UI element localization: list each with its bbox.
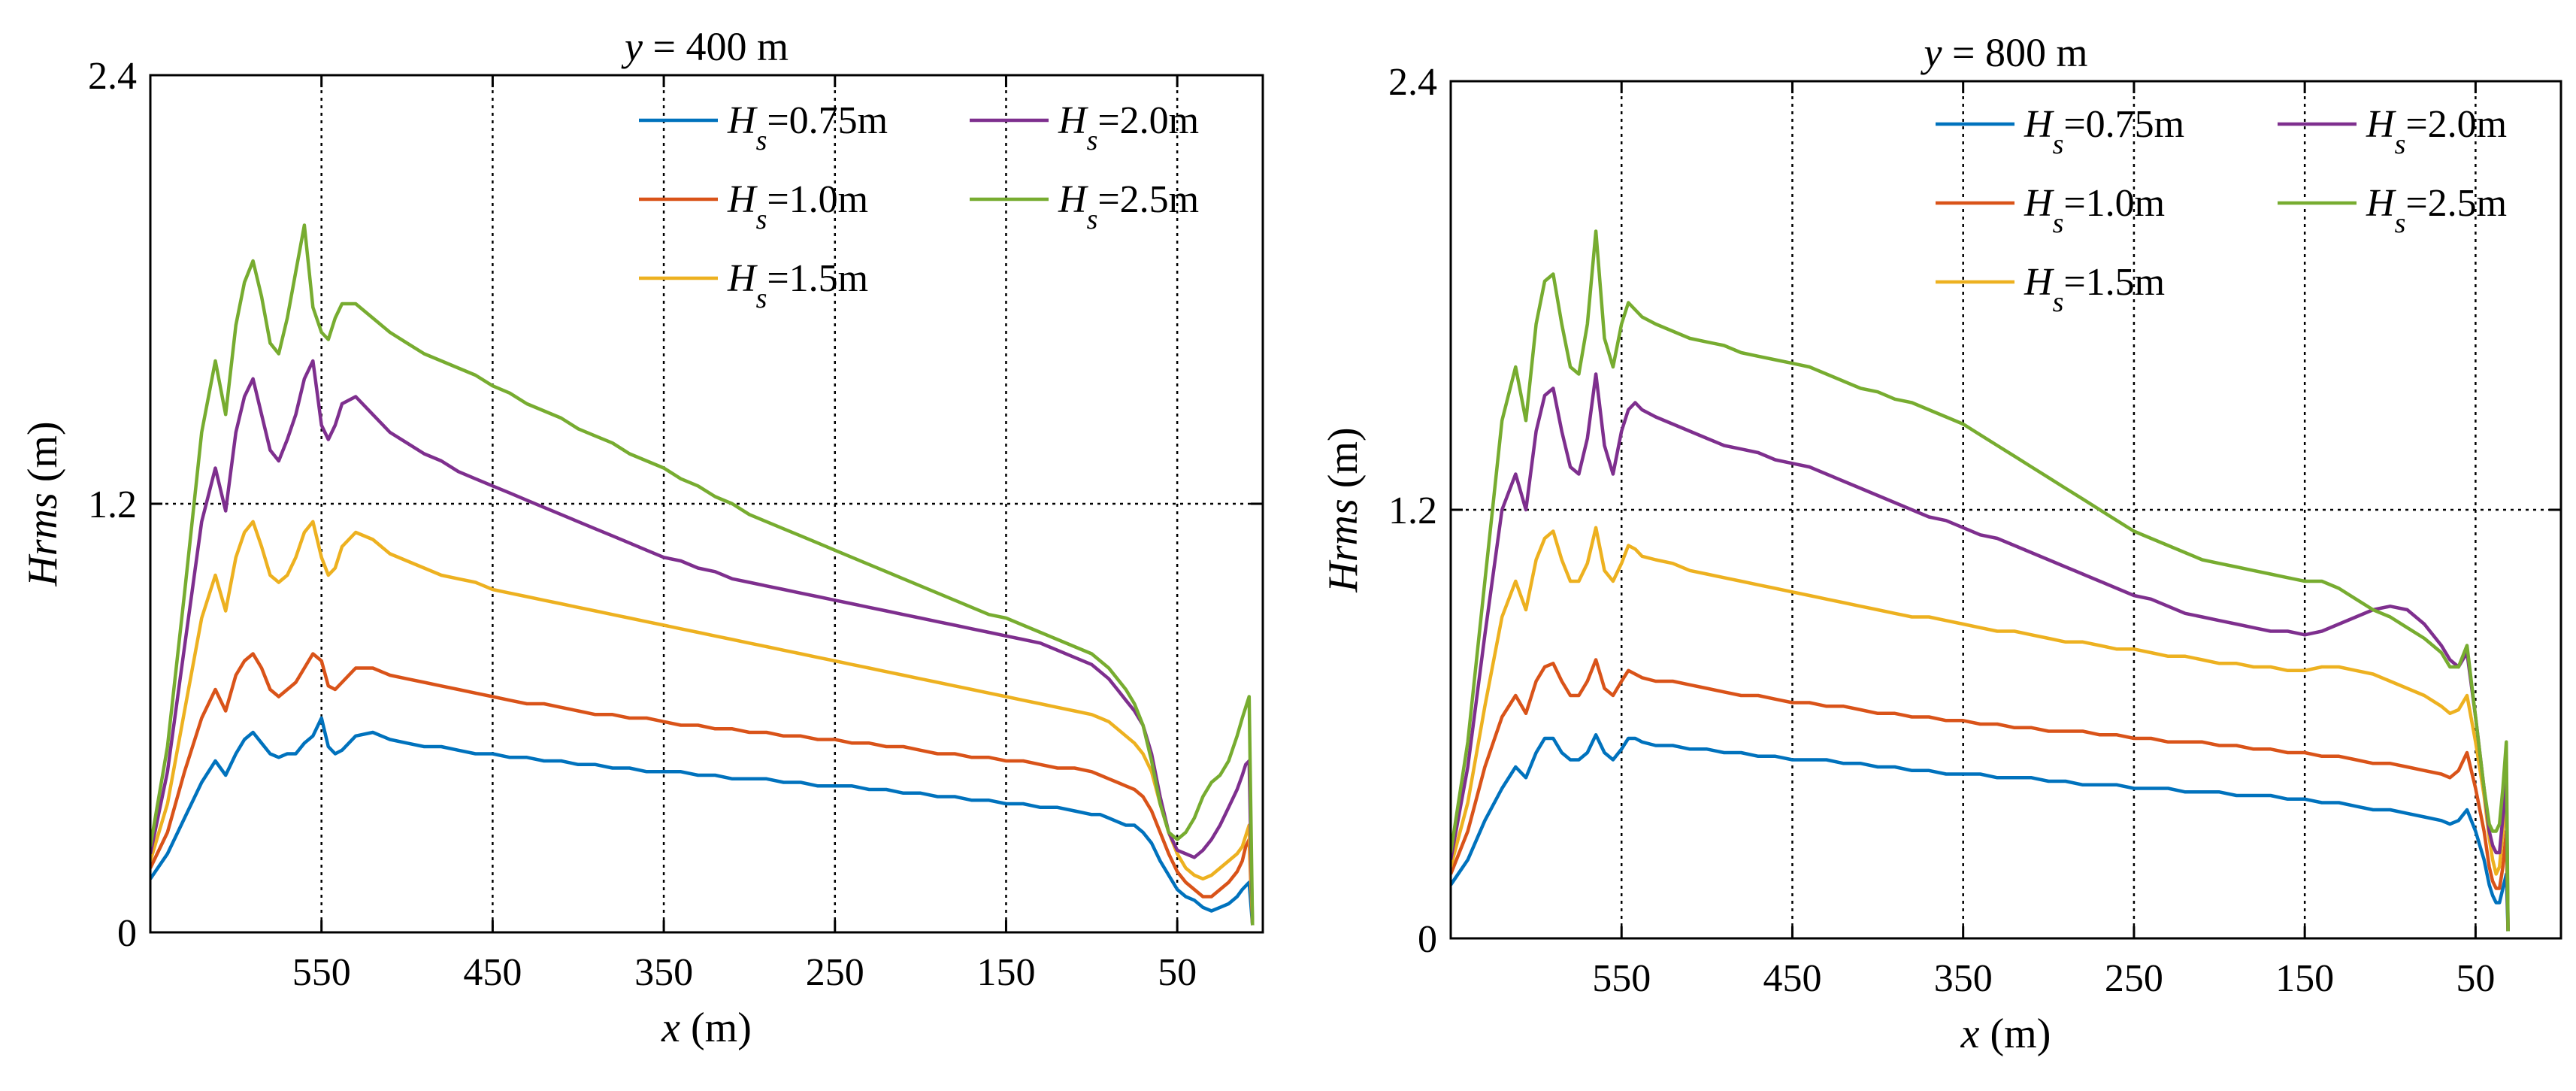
legend-subscript: s [1087,204,1098,235]
x-tick-label: 550 [1592,957,1651,1000]
series-line-4 [1451,372,2510,932]
x-tick-label: 150 [2275,957,2334,1000]
legend-var: H [1058,99,1088,142]
title-text: = 400 m [643,24,789,69]
legend-value: =2.0m [2405,103,2507,146]
y-tick-label: 0 [1418,918,1437,961]
series-line-2 [150,652,1255,926]
legend-entry-4: Hs=2.0m [1058,99,1199,156]
legend-var: H [2366,182,2396,225]
legend-value: =2.0m [1097,99,1199,142]
x-tick-label: 250 [2105,957,2163,1000]
y-tick-label: 2.4 [88,55,137,98]
legend-subscript: s [2053,129,2064,160]
legend-value: =0.75m [767,99,888,142]
series-line-2 [1451,658,2510,932]
legend-var: H [1058,178,1088,221]
legend-entry-1: Hs=0.75m [2024,103,2184,160]
title-variable: y [621,24,643,69]
x-tick-label: 150 [976,951,1035,994]
y-label-variable: Hrms [1320,499,1367,592]
title-variable: y [1921,30,1942,75]
legend-subscript: s [756,204,767,235]
x-tick-label: 350 [634,951,693,994]
legend-var: H [2024,103,2054,146]
legend-subscript: s [1087,125,1098,156]
y-tick-label: 1.2 [1388,489,1437,532]
legend-value: =1.0m [767,178,868,221]
series-line-5 [150,223,1255,926]
legend-entry-3: Hs=1.5m [727,257,868,314]
legend-value: =2.5m [1097,178,1199,221]
legend-value: =1.5m [767,257,868,300]
x-tick-label: 550 [292,951,351,994]
y-tick-label: 0 [117,912,137,955]
legend-entry-2: Hs=1.0m [2024,182,2165,239]
legend-entry-2: Hs=1.0m [727,178,868,235]
legend-subscript: s [756,125,767,156]
legend-subscript: s [756,283,767,314]
legend-value: =1.0m [2063,182,2165,225]
x-tick-label: 250 [806,951,864,994]
series-line-3 [150,520,1255,926]
series-line-3 [1451,526,2510,932]
legend-entry-5: Hs=2.5m [2366,182,2507,239]
legend-entry-4: Hs=2.0m [2366,103,2507,160]
x-axis-label: x (m) [661,1005,752,1051]
legend-entry-1: Hs=0.75m [727,99,888,156]
y-axis-label: Hrms (m) [20,421,66,586]
x-tick-label: 450 [463,951,522,994]
x-axis-label: x (m) [1960,1011,2051,1057]
legend-subscript: s [2395,208,2406,239]
series-line-5 [1451,229,2510,932]
legend-subscript: s [2053,286,2064,318]
series-line-4 [150,359,1255,926]
y-label-unit: (m) [20,421,66,492]
y-label-unit: (m) [1320,427,1367,499]
x-tick-label: 450 [1763,957,1821,1000]
legend-var: H [2024,182,2054,225]
series-line-1 [150,716,1255,926]
y-axis-label: Hrms (m) [1320,427,1367,592]
legend-value: =2.5m [2405,182,2507,225]
legend-value: =1.5m [2063,261,2165,304]
x-label-variable: x [1960,1011,1980,1057]
legend-var: H [2366,103,2396,146]
x-tick-label: 350 [1934,957,1993,1000]
legend-entry-3: Hs=1.5m [2024,261,2165,318]
chart-title: y = 800 m [1921,30,2088,75]
y-tick-label: 1.2 [88,483,137,526]
legend-var: H [727,257,758,300]
chart-title: y = 400 m [621,24,789,69]
legend-subscript: s [2395,129,2406,160]
x-label-unit: (m) [1980,1011,2051,1057]
legend-entry-5: Hs=2.5m [1058,178,1199,235]
legend-value: =0.75m [2063,103,2184,146]
x-tick-label: 50 [2456,957,2495,1000]
x-tick-label: 50 [1158,951,1197,994]
x-label-variable: x [661,1005,680,1051]
legend-var: H [727,178,758,221]
title-text: = 800 m [1942,30,2088,75]
series-line-1 [1451,733,2510,932]
legend-var: H [727,99,758,142]
x-label-unit: (m) [680,1005,752,1051]
y-tick-label: 2.4 [1388,61,1437,104]
y-label-variable: Hrms [20,492,66,586]
legend-subscript: s [2053,208,2064,239]
legend-var: H [2024,261,2054,304]
